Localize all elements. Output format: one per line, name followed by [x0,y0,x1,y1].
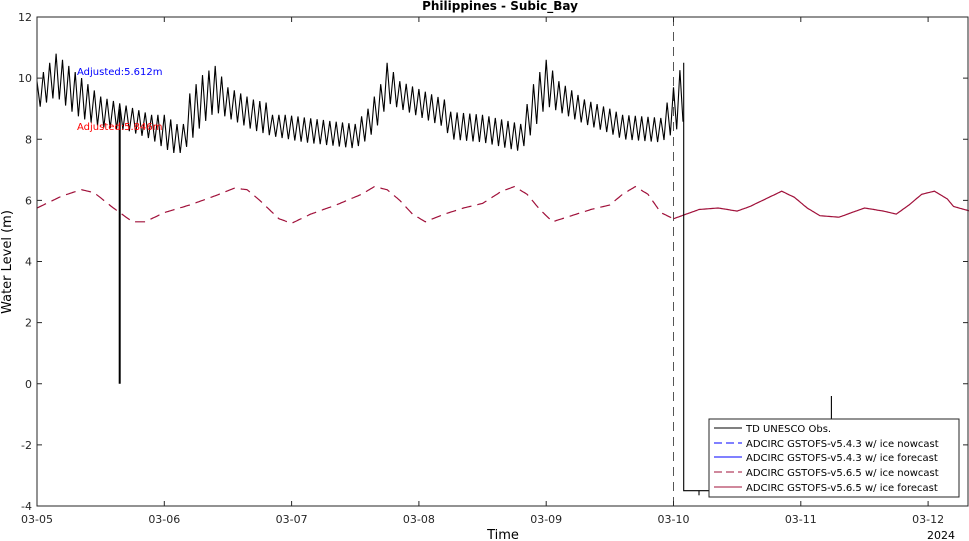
legend-label-v543-forecast: ADCIRC GSTOFS-v5.4.3 w/ ice forecast [746,453,938,464]
y-tick-label: 12 [18,11,32,24]
annotation-adjusted-red: Adjusted:5.846m [77,122,163,133]
y-tick-label: 2 [25,317,32,330]
x-tick-label: 03-08 [403,513,435,526]
legend-label-v543-nowcast: ADCIRC GSTOFS-v5.4.3 w/ ice nowcast [746,439,939,450]
series-obs-line [36,53,684,154]
x-axis-label: Time [486,528,519,541]
annotation-adjusted-blue: Adjusted:5.612m [77,67,163,78]
y-tick-label: 10 [18,72,32,85]
y-axis-label: Water Level (m) [0,210,15,314]
x-tick-label: 03-12 [912,513,944,526]
x-tick-label: 03-07 [276,513,308,526]
y-tick-label: 8 [25,133,32,146]
series-v565-nowcast-line [36,185,674,224]
legend-label-v565-forecast: ADCIRC GSTOFS-v5.6.5 w/ ice forecast [746,483,938,494]
x-tick-label: 03-10 [658,513,690,526]
x-tick-label: 03-11 [785,513,817,526]
y-tick-label: -4 [21,500,32,513]
axis-ticks: 03-05 03-06 03-07 03-08 03-09 03-10 03-11 03-12… [18,11,968,526]
legend-box [708,418,960,498]
legend: TD UNESCO Obs. ADCIRC GSTOFS-v5.4.3 w/ i… [708,418,960,498]
y-tick-label: -2 [21,439,32,452]
chart-title: Philippines - Subic_Bay [422,0,578,14]
series-layer [36,17,969,506]
y-tick-label: 4 [25,256,32,269]
legend-label-obs: TD UNESCO Obs. [745,424,831,435]
x-tick-label: 03-05 [21,513,53,526]
series-v565-forecast-line [673,190,969,220]
y-tick-label: 0 [25,378,32,391]
x-tick-label: 03-09 [530,513,562,526]
legend-label-v565-nowcast: ADCIRC GSTOFS-v5.6.5 w/ ice nowcast [746,468,939,479]
x-tick-label: 03-06 [148,513,180,526]
x-year-label: 2024 [927,529,955,541]
axes-box [36,16,969,507]
y-tick-label: 6 [25,194,32,207]
